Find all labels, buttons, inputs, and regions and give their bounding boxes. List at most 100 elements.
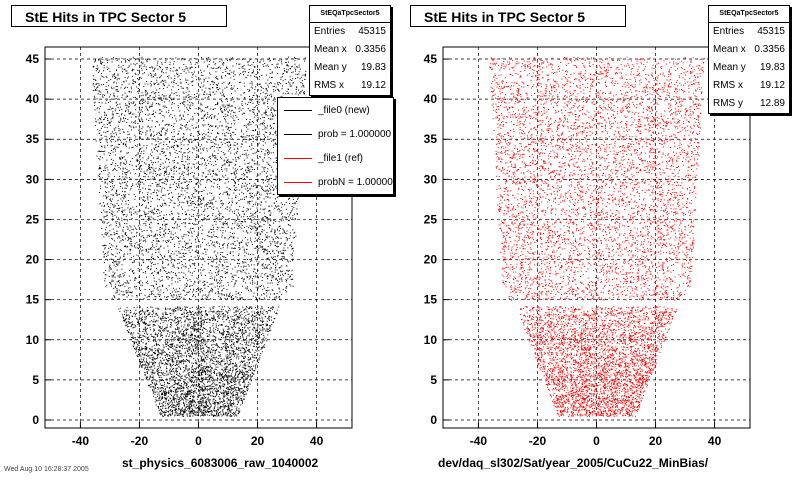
hit-point <box>265 323 267 325</box>
hit-point <box>245 261 247 263</box>
hit-point <box>112 111 114 113</box>
hit-point <box>120 156 122 158</box>
hit-point <box>100 61 102 63</box>
hit-point <box>123 120 125 122</box>
hit-point <box>277 195 279 197</box>
hit-point <box>244 112 246 114</box>
hit-point <box>139 137 141 139</box>
hit-point <box>203 70 205 72</box>
hit-point <box>227 383 229 385</box>
hit-point <box>219 121 221 123</box>
hit-point <box>259 298 261 300</box>
hit-point <box>245 273 247 275</box>
hit-point <box>197 200 199 202</box>
hit-point <box>252 213 254 215</box>
hit-point <box>272 263 274 265</box>
hit-point <box>151 76 153 78</box>
hit-point <box>190 403 192 405</box>
hit-point <box>286 71 288 73</box>
hit-point <box>259 355 261 357</box>
hit-point <box>229 210 231 212</box>
hit-point <box>286 71 287 73</box>
hit-point <box>202 338 204 340</box>
hit-point <box>173 79 175 81</box>
hit-point <box>237 397 239 399</box>
hit-point <box>99 108 101 110</box>
hit-point <box>208 411 209 412</box>
hit-point <box>116 86 118 87</box>
hit-point <box>104 204 105 206</box>
hit-point <box>206 377 208 379</box>
hit-point <box>215 77 217 79</box>
hit-point <box>243 358 245 359</box>
hit-point <box>174 232 176 234</box>
hit-point <box>270 93 272 95</box>
hit-point <box>230 209 232 211</box>
hit-point <box>270 185 272 187</box>
hit-point <box>178 362 180 364</box>
hit-point <box>275 295 277 297</box>
hit-point <box>227 177 229 179</box>
hit-point <box>197 165 199 167</box>
hit-point <box>151 335 153 337</box>
hit-point <box>205 411 207 413</box>
hit-point <box>150 99 152 101</box>
hit-point <box>114 98 116 100</box>
hit-point <box>167 382 168 384</box>
hit-point <box>200 360 202 362</box>
hit-point <box>202 210 204 212</box>
hit-point <box>216 118 218 120</box>
hit-point <box>269 220 271 222</box>
hit-point <box>151 336 153 337</box>
hit-point <box>207 347 209 349</box>
hit-point <box>181 386 183 388</box>
hit-point <box>175 368 177 370</box>
hit-point <box>157 216 159 217</box>
hit-point <box>214 279 215 281</box>
hit-point <box>99 59 101 61</box>
hit-point <box>218 315 220 316</box>
hit-point <box>260 348 262 350</box>
hit-point <box>197 386 199 388</box>
hit-point <box>206 297 208 299</box>
hit-point <box>228 161 230 163</box>
hit-point <box>244 251 246 253</box>
hit-point <box>101 228 103 229</box>
hit-point <box>234 365 236 367</box>
hit-point <box>270 96 272 98</box>
hit-point <box>223 400 225 402</box>
hit-point <box>108 191 110 193</box>
hit-point <box>253 107 255 109</box>
hit-point <box>267 175 268 177</box>
hit-point <box>222 232 224 234</box>
hit-point <box>217 328 219 330</box>
hit-point <box>212 198 214 200</box>
hit-point <box>151 105 152 107</box>
hit-point <box>303 93 305 95</box>
hit-point <box>236 415 238 417</box>
hit-point <box>158 132 160 134</box>
hit-point <box>232 117 234 119</box>
hit-point <box>133 259 135 261</box>
hit-point <box>222 373 223 375</box>
hit-point <box>254 182 256 184</box>
hit-point <box>254 257 256 259</box>
hit-point <box>160 377 162 378</box>
hit-point <box>230 391 232 393</box>
hit-point <box>142 62 144 64</box>
hit-point <box>238 387 239 389</box>
hit-point <box>153 373 155 375</box>
hit-point <box>170 370 172 372</box>
hit-point <box>255 201 257 203</box>
hit-point <box>228 327 230 329</box>
hit-point <box>194 343 196 345</box>
hit-point <box>186 159 188 160</box>
hit-point <box>190 405 192 407</box>
hit-point <box>144 364 146 366</box>
hit-point <box>151 382 153 383</box>
hit-point <box>202 172 204 174</box>
hit-point <box>270 261 271 263</box>
hit-point <box>156 230 158 232</box>
hit-point <box>247 88 249 90</box>
hit-point <box>187 381 189 383</box>
